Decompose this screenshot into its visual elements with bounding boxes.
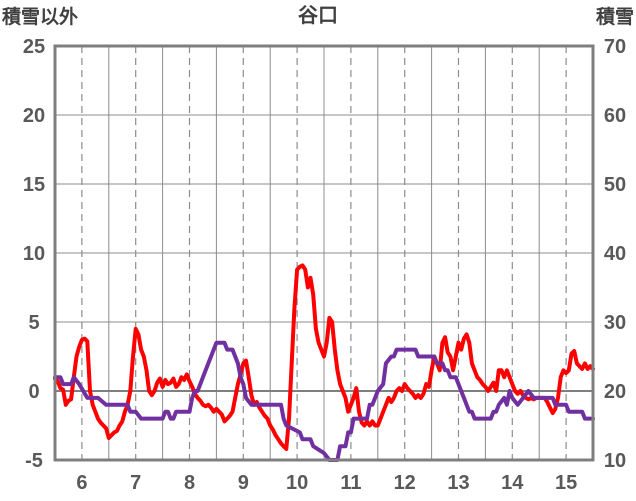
series-line-right-axis (53, 340, 595, 462)
x-tick-label: 11 (340, 472, 361, 494)
y-left-tick-label: 5 (28, 312, 39, 334)
x-tick-label: 10 (286, 472, 308, 494)
y-right-axis-title: 積雪 (596, 5, 634, 28)
series-line-left-axis (53, 263, 595, 451)
y-right-tick-label: 30 (604, 312, 626, 334)
x-tick-label: 14 (501, 472, 524, 494)
chart-title: 谷口 (298, 4, 338, 27)
y-right-tick-label: 10 (604, 450, 626, 472)
series-lines (53, 263, 595, 462)
x-tick-label: 9 (238, 472, 249, 494)
x-tick-label: 12 (394, 472, 416, 494)
x-tick-label: 7 (130, 472, 141, 494)
x-tick-label: 13 (447, 472, 469, 494)
y-left-tick-label: 25 (23, 36, 45, 58)
x-tick-label: 8 (184, 472, 195, 494)
y-left-tick-label: 10 (23, 243, 45, 265)
tick-labels: -5 0 5 10 15 20 25 10 20 30 40 50 60 70 6 7 8 9 10 11 12 13 14… (23, 36, 626, 494)
x-tick-label: 6 (76, 472, 87, 494)
y-right-tick-label: 50 (604, 174, 626, 196)
y-left-tick-label: 0 (28, 381, 39, 403)
y-right-tick-label: 70 (604, 36, 626, 58)
y-left-axis-title: 積雪以外 (2, 5, 78, 28)
grid (55, 46, 593, 460)
y-right-tick-label: 20 (604, 381, 626, 403)
y-right-tick-label: 40 (604, 243, 626, 265)
y-left-tick-label: 15 (23, 174, 45, 196)
y-left-tick-label: 20 (23, 105, 45, 127)
plot-area-frame (53, 44, 595, 462)
y-right-tick-label: 60 (604, 105, 626, 127)
y-left-tick-label: -5 (25, 450, 43, 472)
x-tick-label: 15 (555, 472, 577, 494)
